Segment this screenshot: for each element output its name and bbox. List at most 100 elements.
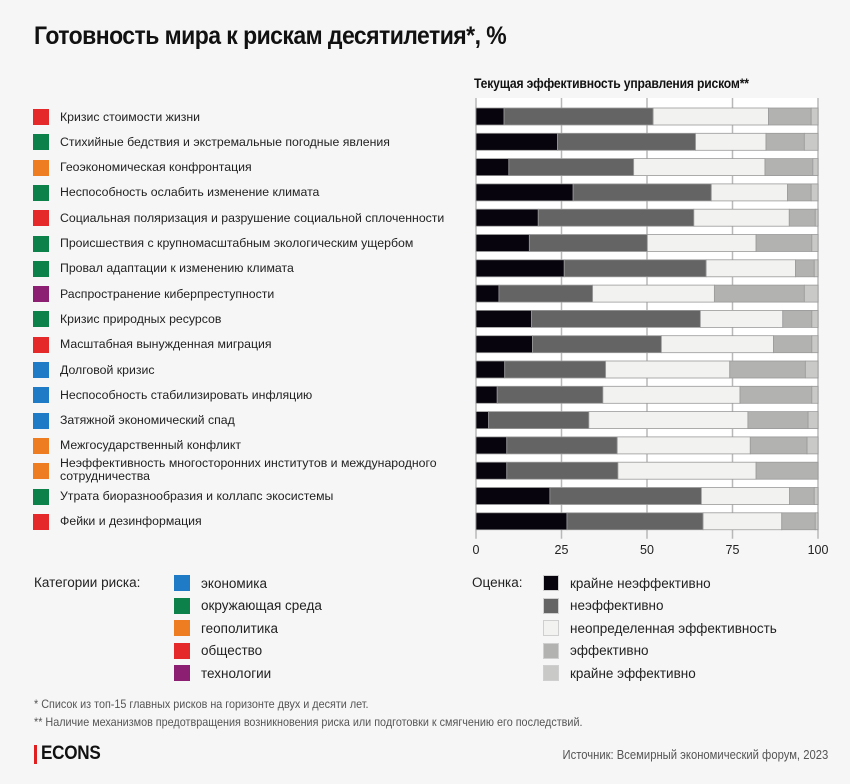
category-legend-item: технологии bbox=[174, 664, 271, 682]
bar-segment bbox=[475, 284, 500, 303]
category-swatch bbox=[33, 210, 49, 227]
bar-segment bbox=[506, 461, 619, 480]
bar-segment bbox=[475, 259, 565, 278]
bar-segment bbox=[705, 259, 796, 278]
risk-row: Затяжной экономический спад bbox=[33, 412, 235, 430]
category-swatch bbox=[33, 109, 49, 125]
risk-label: Социальная поляризация и разрушение соци… bbox=[60, 210, 445, 225]
bar-segment bbox=[475, 132, 558, 151]
chart-title: Готовность мира к рискам десятилетия*, % bbox=[34, 22, 507, 50]
logo-accent-bar bbox=[34, 744, 37, 764]
category-swatch bbox=[33, 463, 49, 480]
bar-segment bbox=[496, 385, 604, 404]
category-swatch bbox=[33, 387, 49, 404]
legend-swatch bbox=[543, 642, 559, 659]
bar-segment bbox=[475, 487, 551, 505]
footnote-2: ** Наличие механизмов предотвращения воз… bbox=[34, 715, 583, 729]
bar-segment bbox=[768, 107, 812, 126]
bar-segment bbox=[765, 132, 805, 151]
risk-label: Геоэкономическая конфронтация bbox=[60, 160, 252, 175]
chart-subtitle: Текущая эффективность управления риском*… bbox=[474, 76, 749, 91]
bar-segment bbox=[804, 360, 819, 379]
risk-label: Кризис стоимости жизни bbox=[60, 109, 201, 124]
bar-segment bbox=[475, 208, 539, 227]
bar-segment bbox=[475, 158, 510, 177]
bar-segment bbox=[602, 385, 741, 404]
bar-segment bbox=[475, 335, 533, 354]
bar-segment bbox=[475, 107, 505, 126]
bar-segment bbox=[795, 259, 815, 278]
bar-segment bbox=[814, 208, 819, 227]
risk-label: Неэффективность многосторонних институто… bbox=[60, 456, 437, 484]
bar-segment bbox=[566, 512, 704, 531]
category-legend-item: окружающая среда bbox=[174, 597, 322, 615]
legend-label: неэффективно bbox=[570, 598, 664, 613]
bar-segment bbox=[699, 309, 784, 328]
bar-segment bbox=[710, 183, 788, 202]
footnote-1: * Список из топ-15 главных рисков на гор… bbox=[34, 697, 369, 711]
risk-label: Затяжной экономический спад bbox=[60, 413, 235, 428]
legend-swatch bbox=[543, 620, 559, 636]
category-swatch bbox=[33, 134, 49, 151]
risk-label: Масштабная вынужденная миграция bbox=[60, 337, 272, 352]
risk-label: Неспособность стабилизировать инфляцию bbox=[60, 387, 313, 402]
risk-row: Стихийные бедствия и экстремальные погод… bbox=[33, 133, 390, 151]
x-tick-label: 50 bbox=[640, 543, 654, 557]
x-tick-label: 75 bbox=[726, 543, 740, 557]
category-legend-title: Категории риска: bbox=[34, 575, 141, 590]
bar-segment bbox=[813, 487, 819, 505]
rating-legend-item: неопределенная эффективность bbox=[543, 619, 777, 637]
legend-swatch bbox=[543, 575, 559, 591]
bar-segment bbox=[633, 158, 766, 177]
category-swatch bbox=[33, 336, 49, 353]
bar-segment bbox=[660, 335, 774, 354]
econs-logo: ECONS bbox=[34, 743, 107, 765]
bar-segment bbox=[813, 259, 819, 278]
category-legend-item: экономика bbox=[174, 574, 267, 592]
category-swatch bbox=[33, 311, 49, 328]
category-swatch bbox=[33, 362, 49, 378]
bar-segment bbox=[729, 360, 806, 379]
x-tick-label: 100 bbox=[808, 543, 829, 557]
risk-row: Провал адаптации к изменению климата bbox=[33, 260, 294, 278]
legend-label: эффективно bbox=[570, 643, 649, 658]
bar-segment bbox=[811, 385, 819, 404]
category-swatch bbox=[33, 488, 49, 505]
risk-label: Фейки и дезинформация bbox=[60, 514, 202, 529]
x-tick-label: 25 bbox=[555, 543, 569, 557]
bar-segment bbox=[810, 107, 819, 126]
bar-segment bbox=[563, 259, 707, 278]
bar-segment bbox=[739, 385, 813, 404]
rating-legend-item: эффективно bbox=[543, 642, 649, 660]
risk-row: Фейки и дезинформация bbox=[33, 513, 202, 531]
rating-legend-item: неэффективно bbox=[543, 597, 664, 615]
legend-swatch bbox=[174, 642, 190, 659]
bar-segment bbox=[549, 487, 702, 505]
risk-row: Неспособность стабилизировать инфляцию bbox=[33, 386, 312, 404]
risk-label: Утрата биоразнообразия и коллапс экосист… bbox=[60, 489, 334, 503]
bar-segment bbox=[803, 132, 819, 151]
category-swatch bbox=[33, 159, 49, 176]
rating-legend-item: крайне неэффективно bbox=[543, 574, 711, 592]
bar-segment bbox=[773, 335, 813, 354]
x-tick-label: 0 bbox=[473, 543, 480, 557]
bar-segment bbox=[747, 411, 809, 430]
bar-segment bbox=[788, 208, 816, 227]
risk-label: Стихийные бедствия и экстремальные погод… bbox=[60, 134, 390, 149]
legend-swatch bbox=[174, 620, 190, 636]
category-swatch bbox=[33, 437, 49, 454]
bar-segment bbox=[475, 183, 574, 202]
legend-swatch bbox=[174, 575, 190, 591]
bar-segment bbox=[764, 158, 814, 177]
bar-segment bbox=[806, 436, 819, 455]
bar-segment bbox=[755, 234, 813, 252]
risk-row: Утрата биоразнообразия и коллапс экосист… bbox=[33, 488, 333, 506]
bar-segment bbox=[475, 234, 530, 252]
bar-segment bbox=[811, 234, 819, 252]
risk-row: Долговой кризис bbox=[33, 361, 155, 379]
bar-segment bbox=[646, 234, 757, 252]
bar-segment bbox=[488, 411, 590, 430]
category-legend-item: геополитика bbox=[174, 619, 278, 637]
bar-segment bbox=[811, 309, 819, 328]
